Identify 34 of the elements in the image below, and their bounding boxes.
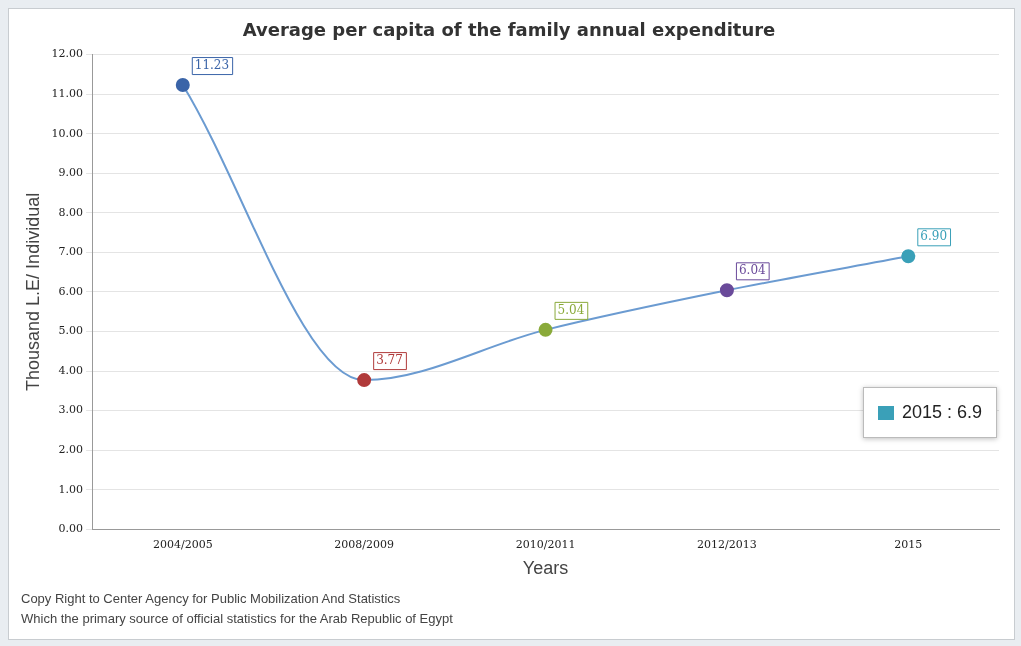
text: Which the primary source of official statistics for the Arab Republic of Egypt [21, 610, 453, 628]
point [719, 283, 734, 298]
y-tick-label: 1.00 [58, 482, 84, 496]
text: Copy Right to Center Agency for Public Mobilization And Statistics [21, 590, 402, 608]
y-tick-label: 6.00 [58, 284, 84, 298]
x-tick-label: 2004/2005 [152, 537, 213, 551]
y-tick-label: 8.00 [58, 205, 84, 219]
x-tick-label: 2008/2009 [334, 537, 395, 551]
y-tick-label: 12.00 [51, 47, 84, 61]
y-tick-label: 3.00 [58, 403, 84, 417]
data-label: 6.04 [738, 263, 767, 278]
x-tick-label: 2010/2011 [515, 537, 576, 551]
point [538, 322, 553, 337]
y-tick-label: 4.00 [58, 363, 84, 377]
y-tick-label: 10.00 [51, 126, 84, 140]
y-tick-label: 7.00 [58, 245, 84, 259]
point [357, 373, 372, 388]
data-label: 6.90 [920, 229, 948, 244]
y-tick-label: 5.00 [58, 324, 84, 338]
y-tick-label: 2.00 [58, 442, 84, 456]
data-label: 11.23 [194, 58, 230, 73]
annotation: 2015 : 6.9 [902, 402, 983, 423]
y-tick-label: 11.00 [51, 87, 84, 101]
y-axis-title: Thousand L.E/ Individual [22, 192, 43, 391]
data-label: 5.04 [557, 302, 585, 317]
x-axis-title: Years [522, 558, 569, 579]
y-tick-label: 0.00 [58, 522, 84, 536]
y-tick-label: 9.00 [58, 166, 84, 180]
point [901, 249, 916, 264]
chart-title: Average per capita of the family annual expenditure [242, 19, 776, 41]
x-tick-label: 2015 [894, 537, 923, 551]
x-tick-label: 2012/2013 [697, 537, 757, 551]
point [175, 78, 190, 93]
data-label: 3.77 [376, 353, 403, 368]
